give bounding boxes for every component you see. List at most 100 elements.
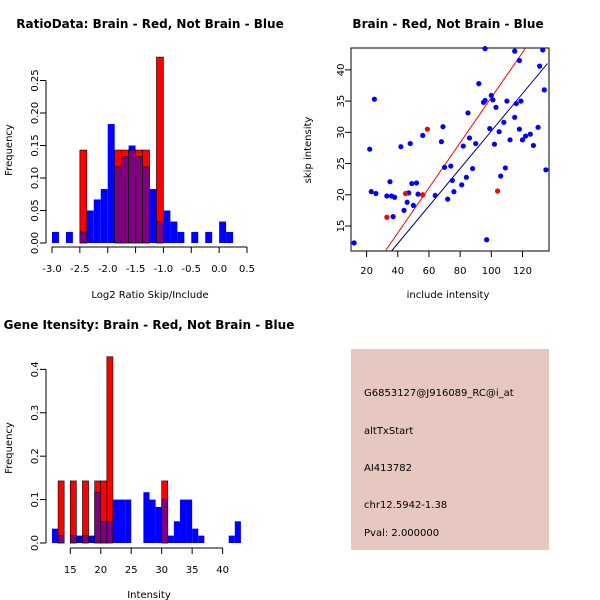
gene-histogram-title: Gene Itensity: Brain - Red, Not Brain - … [4,318,295,332]
gene-bar-brain-1 [69,480,77,544]
ratio-y-tick-label-5: 0.25 [30,69,41,91]
ratio-bar-overlap-1 [114,166,122,244]
scatter-point-notbrain-25 [449,177,455,184]
gene-histogram-xlabel: Intensity [127,590,171,600]
scatter-point-notbrain-10 [398,144,404,150]
scatter-point-notbrain-55 [530,142,537,149]
ratio-bar-notbrain-16 [177,231,185,243]
ratio-histogram-xlabel: Log2 Ratio Skip/Include [91,290,208,301]
scatter-point-notbrain-50 [513,100,519,107]
gene-bar-overlap-3 [94,491,102,544]
gene-bar-notbrain-12 [143,492,150,543]
scatter-point-notbrain-6 [387,179,393,185]
ratio-x-tick-label-2: -2.0 [98,264,118,275]
scatter-point-brain-1 [402,190,409,197]
ratio-bar-notbrain-20 [226,231,234,243]
gene-histogram-axes: 15 20 25 30 35 40 0.0 0.1 0.2 0.3 0.4 [30,361,229,576]
scatter-point-notbrain-58 [540,47,546,53]
scatter-point-notbrain-56 [535,124,541,130]
gene-bar-brain-2 [82,480,89,544]
scatter-y-tick-label-1: 20 [336,188,347,201]
scatter-x-tick-label-0: 20 [360,266,373,277]
scatter-point-brain-2 [420,192,426,198]
scatter-point-notbrain-15 [409,180,415,187]
scatter-y-tick-label-4: 35 [336,95,347,108]
gene-bar-notbrain-5 [88,535,95,543]
scatter-point-notbrain-22 [440,124,446,130]
scatter-point-notbrain-9 [392,194,398,200]
scatter-point-notbrain-43 [496,129,502,135]
scatter-point-notbrain-19 [420,132,426,139]
ratio-y-tick-label-1: 0.05 [30,199,41,221]
ratio-bar-notbrain-0 [52,231,59,243]
scatter-point-notbrain-12 [404,199,410,205]
gene-bar-notbrain-21 [198,535,205,543]
gene-bar-notbrain-18 [179,499,187,543]
ratio-bar-notbrain-17 [191,231,199,243]
ratio-histogram-ylabel: Frequency [4,124,15,176]
scatter-point-notbrain-44 [498,173,504,179]
gene-x-tick-label-2: 25 [125,565,138,576]
ratio-bar-overlap-6 [156,221,164,244]
ratio-histogram-axes: -3.0 -2.5 -2.0 -1.5 -1.0 -0.5 0.0 0.5 0.00 0.05 0.… [30,69,255,275]
scatter-point-notbrain-65 [448,163,454,169]
scatter-point-notbrain-54 [527,131,533,137]
scatter-point-notbrain-47 [504,98,510,104]
ratio-x-tick-label-6: 0.0 [211,264,227,275]
scatter-point-notbrain-41 [491,141,498,147]
scatter-point-notbrain-52 [518,98,524,104]
gene-bar-overlap-4 [100,520,108,544]
gene-x-tick-label-0: 15 [64,565,77,576]
scatter-title: Brain - Red, Not Brain - Blue [352,17,543,31]
ratio-bar-notbrain-3 [86,210,94,243]
scatter-point-notbrain-30 [465,110,471,116]
gene-bar-overlap-1 [69,535,77,544]
scatter-point-brain-3 [424,126,430,132]
ratio-y-tick-label-4: 0.20 [30,102,41,124]
scatter-point-notbrain-48 [507,137,513,143]
gene-bar-overlap-2 [82,535,89,544]
gene-bar-notbrain-10 [119,499,126,543]
scatter-point-notbrain-36 [482,97,488,104]
scatter-plot-box [350,47,550,252]
probe-id-text: G6853127@J916089_RC@i_at [364,388,514,399]
info-panel: G6853127@J916089_RC@i_at altTxStart AI41… [351,349,549,550]
gene-bar-overlap-5 [106,520,114,544]
gene-bar-overlap-0 [57,535,65,544]
ratio-x-tick-label-7: 0.5 [239,264,255,275]
scatter-point-notbrain-4 [373,190,379,197]
scatter-point-notbrain-53 [523,133,529,139]
gene-bar-notbrain-11 [125,499,132,543]
scatter-x-tick-label-1: 40 [391,266,404,277]
scatter-point-notbrain-61 [512,48,518,54]
scatter-point-notbrain-49 [512,114,518,120]
accession-text: AI413782 [364,463,412,474]
gene-bar-overlap-6 [161,499,169,544]
scatter-fit-line-1 [391,63,548,252]
gene-x-tick-label-1: 20 [94,565,107,576]
gene-y-tick-label-2: 0.2 [30,448,41,464]
ratio-bar-overlap-3 [128,149,136,244]
scatter-ylabel: skip intensity [303,117,314,184]
ratio-bar-notbrain-12 [149,189,157,243]
ratio-bar-notbrain-1 [65,231,73,243]
gene-bar-notbrain-19 [186,499,193,543]
info-panel-background [351,349,549,550]
scatter-y-tick-label-0: 15 [336,220,347,233]
scatter-point-notbrain-46 [502,165,508,171]
scatter-point-notbrain-28 [460,143,466,149]
scatter-point-notbrain-63 [519,137,526,143]
scatter-point-notbrain-21 [438,139,445,145]
ratio-bar-notbrain-14 [163,210,171,243]
scatter-point-notbrain-11 [401,207,407,213]
gene-bar-notbrain-14 [155,506,162,543]
ratio-y-tick-label-0: 0.00 [30,232,41,254]
ratio-bar-notbrain-5 [100,189,108,243]
ratio-y-tick-label-3: 0.15 [30,134,41,156]
scatter-point-brain-4 [494,188,501,194]
scatter-point-notbrain-34 [476,81,482,87]
ratio-bar-notbrain-6 [107,124,115,243]
scatter-point-notbrain-45 [501,119,507,125]
ratio-bar-notbrain-19 [219,221,227,243]
scatter-point-notbrain-62 [516,57,522,64]
